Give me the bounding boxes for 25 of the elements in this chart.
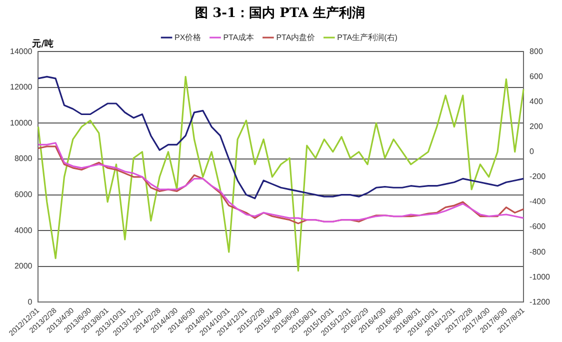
y-tick-label: 12000: [10, 82, 33, 92]
legend-label: PTA生产利润(右): [337, 32, 398, 42]
y-tick-label: 10000: [10, 118, 33, 128]
y2-tick-label: 200: [530, 122, 544, 131]
y2-tick-label: -600: [530, 222, 546, 232]
y2-tick-label: 0: [530, 147, 535, 156]
y-tick-label: 0: [28, 297, 33, 306]
chart-title: 图 3-1：国内 PTA 生产利润: [195, 5, 365, 22]
y-tick-label: 4000: [14, 226, 33, 235]
legend-label: PTA成本: [223, 32, 254, 42]
y2-tick-label: 600: [530, 72, 544, 81]
y-tick-label: 6000: [14, 190, 33, 199]
y2-tick-label: -200: [530, 172, 546, 182]
y2-tick-label: -1200: [530, 297, 551, 306]
legend-label: PTA内盘价: [276, 32, 316, 42]
y2-tick-label: -1000: [530, 272, 551, 282]
y-tick-label: 2000: [14, 262, 33, 271]
y-axis-title: 元/吨: [31, 38, 54, 50]
y-tick-label: 14000: [10, 46, 33, 56]
y2-tick-label: 800: [530, 46, 544, 56]
legend-label: PX价格: [174, 32, 202, 42]
y2-tick-label: 400: [530, 96, 544, 106]
y2-tick-label: -400: [530, 197, 546, 206]
y-tick-label: 8000: [14, 154, 33, 164]
y2-tick-label: -800: [530, 247, 546, 256]
